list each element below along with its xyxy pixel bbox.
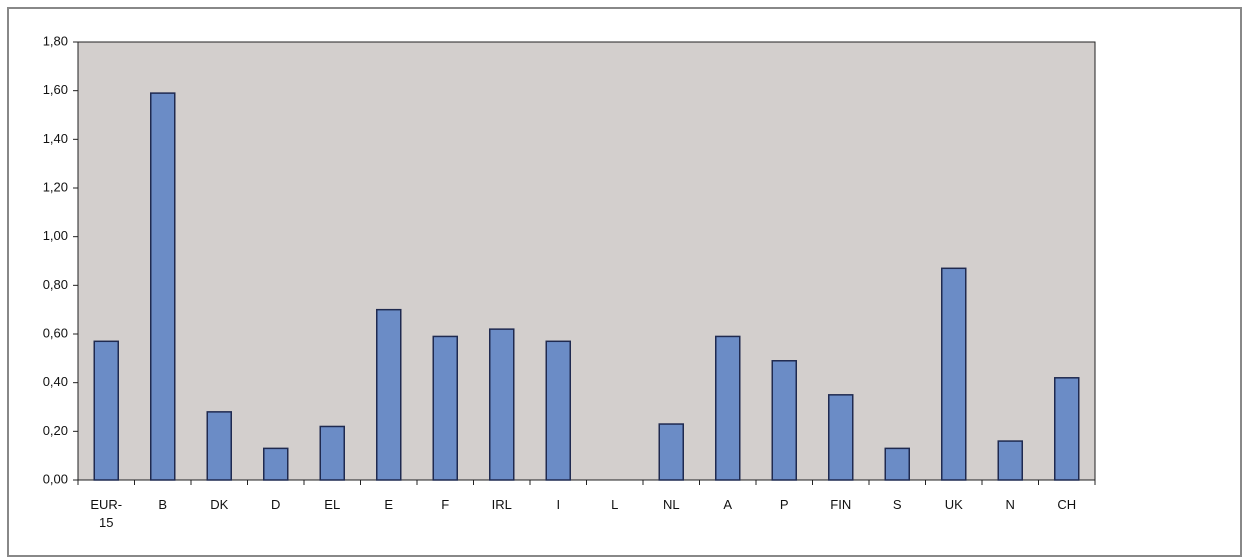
x-tick-label: EL — [324, 497, 341, 512]
bar — [376, 308, 402, 481]
y-tick-label: 0,20 — [43, 423, 68, 438]
x-tick-label: DK — [210, 497, 229, 512]
x-tick-label: D — [271, 497, 281, 512]
bar — [206, 411, 232, 481]
y-tick-label: 1,00 — [43, 228, 68, 243]
x-tick-label: FIN — [830, 497, 852, 512]
y-tick-label: 0,60 — [43, 325, 68, 340]
bar — [1054, 377, 1080, 481]
y-tick-label: 0,80 — [43, 277, 68, 292]
bar — [997, 440, 1023, 481]
y-tick-label: 1,60 — [43, 82, 68, 97]
bar — [715, 335, 741, 481]
bar — [150, 92, 176, 481]
x-tick-label: L — [611, 497, 619, 512]
y-tick-label: 0,00 — [43, 471, 68, 486]
bar — [432, 335, 458, 481]
y-tick-label: 1,40 — [43, 131, 68, 146]
bar — [545, 340, 571, 481]
y-tick-label: 1,20 — [43, 179, 68, 194]
x-tick-label: CH — [1057, 497, 1077, 512]
y-tick-label: 0,40 — [43, 374, 68, 389]
bar — [884, 447, 910, 481]
bar — [658, 423, 684, 481]
y-tick-label: 1,80 — [43, 33, 68, 48]
x-tick-label: IRL — [491, 497, 512, 512]
bar — [489, 328, 515, 481]
bar — [941, 267, 967, 481]
x-tick-label: P — [779, 497, 789, 512]
x-tick-label: EUR-15 — [90, 497, 123, 530]
x-tick-label: F — [441, 497, 450, 512]
x-tick-label: I — [556, 497, 561, 512]
x-tick-label: S — [892, 497, 902, 512]
bar — [319, 425, 345, 481]
x-tick-label: NL — [662, 497, 680, 512]
x-tick-label: E — [384, 497, 394, 512]
x-tick-label: B — [158, 497, 168, 512]
plot-area — [77, 41, 1096, 481]
x-tick-label: UK — [944, 497, 963, 512]
x-tick-label: N — [1005, 497, 1015, 512]
bar — [828, 394, 854, 481]
x-tick-label: A — [723, 497, 733, 512]
bar — [771, 360, 797, 481]
bar — [263, 447, 289, 481]
bar — [93, 340, 119, 481]
